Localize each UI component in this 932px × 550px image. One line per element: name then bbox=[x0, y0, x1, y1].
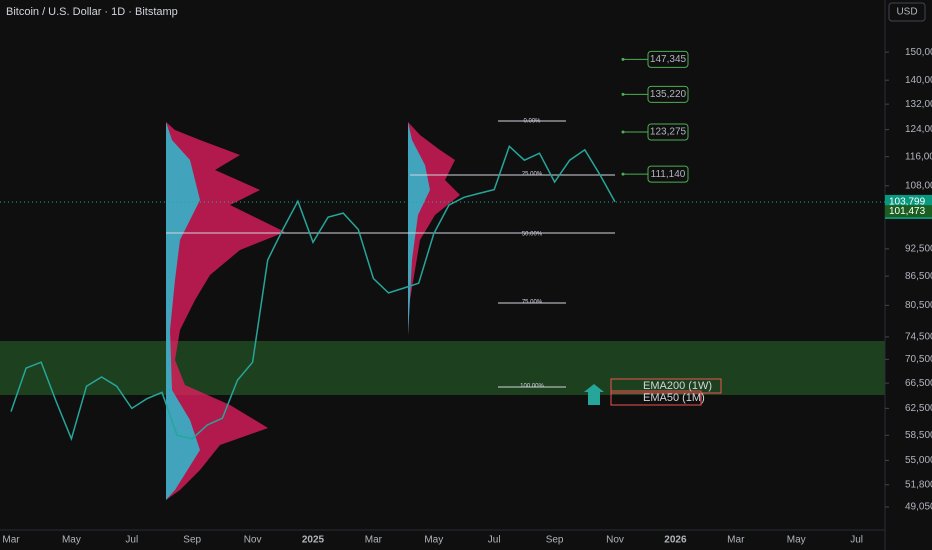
y-tick-label: 124,000 bbox=[905, 124, 932, 135]
x-tick-label: Sep bbox=[183, 535, 201, 546]
y-tick-label: 49,050 bbox=[905, 502, 932, 513]
volume-profile bbox=[166, 122, 285, 500]
fib-label: 25.00% bbox=[522, 172, 543, 178]
target-label: 135,220 bbox=[650, 89, 687, 100]
y-tick-label: 86,500 bbox=[905, 271, 932, 282]
currency-button[interactable] bbox=[888, 2, 926, 22]
target-label: 111,140 bbox=[651, 169, 686, 180]
y-tick-label: 80,500 bbox=[905, 300, 932, 311]
x-tick-label: Nov bbox=[244, 535, 262, 546]
fib-label: 50.00% bbox=[522, 232, 543, 238]
target-label: 147,345 bbox=[650, 54, 687, 65]
target-label: 123,275 bbox=[650, 127, 687, 138]
y-tick-label: 51,800 bbox=[905, 479, 932, 490]
x-tick-label: Jul bbox=[850, 535, 863, 546]
x-tick-label: May bbox=[787, 535, 806, 546]
x-tick-label: 2025 bbox=[302, 535, 325, 546]
target-dot bbox=[621, 130, 625, 134]
x-tick-label: Mar bbox=[727, 535, 745, 546]
currency-label: USD bbox=[896, 7, 917, 18]
support-zone bbox=[0, 341, 885, 395]
fib-label: 0.00% bbox=[523, 119, 541, 125]
x-tick-label: 2026 bbox=[664, 535, 687, 546]
y-tick-label: 58,500 bbox=[905, 430, 932, 441]
x-tick-label: Jul bbox=[125, 535, 138, 546]
y-tick-label: 140,000 bbox=[905, 75, 932, 86]
x-tick-label: Nov bbox=[606, 535, 624, 546]
y-tick-label: 150,000 bbox=[905, 47, 932, 58]
ema-box bbox=[610, 378, 722, 394]
last-price-label: 103,799 bbox=[889, 197, 926, 208]
x-tick-label: Mar bbox=[2, 535, 20, 546]
price-line bbox=[10, 144, 616, 442]
chart-title: Bitcoin / U.S. Dollar · 1D · Bitstamp bbox=[6, 6, 178, 18]
target-box bbox=[647, 50, 689, 68]
x-tick-label: May bbox=[62, 535, 81, 546]
fib-label: 100.00% bbox=[520, 384, 544, 390]
volume-profile bbox=[166, 122, 200, 500]
bid-tag bbox=[885, 205, 932, 218]
target-dot bbox=[621, 172, 625, 176]
bid-label: 101,473 bbox=[889, 206, 926, 217]
y-tick-label: 108,000 bbox=[905, 180, 932, 191]
ema-label: EMA200 (1W) bbox=[643, 380, 712, 392]
y-tick-label: 62,500 bbox=[905, 403, 932, 414]
ema-label: EMA50 (1M) bbox=[643, 392, 705, 404]
x-tick-label: Mar bbox=[365, 535, 383, 546]
x-tick-label: Jul bbox=[488, 535, 501, 546]
fib-label: 75.00% bbox=[522, 300, 543, 306]
target-box bbox=[647, 85, 689, 103]
target-dot bbox=[621, 57, 625, 61]
y-tick-label: 132,000 bbox=[905, 99, 932, 110]
target-box bbox=[647, 165, 689, 183]
y-tick-label: 70,500 bbox=[905, 354, 932, 365]
y-tick-label: 92,500 bbox=[905, 243, 932, 254]
y-tick-label: 116,000 bbox=[905, 151, 932, 162]
target-box bbox=[647, 123, 689, 141]
y-tick-label: 74,500 bbox=[905, 332, 932, 343]
y-tick-label: 66,500 bbox=[905, 378, 932, 389]
x-tick-label: May bbox=[424, 535, 443, 546]
ema-box bbox=[610, 390, 702, 406]
y-tick-label: 55,000 bbox=[905, 455, 932, 466]
target-dot bbox=[621, 92, 625, 96]
x-tick-label: Sep bbox=[546, 535, 564, 546]
arrow-up bbox=[584, 384, 604, 405]
